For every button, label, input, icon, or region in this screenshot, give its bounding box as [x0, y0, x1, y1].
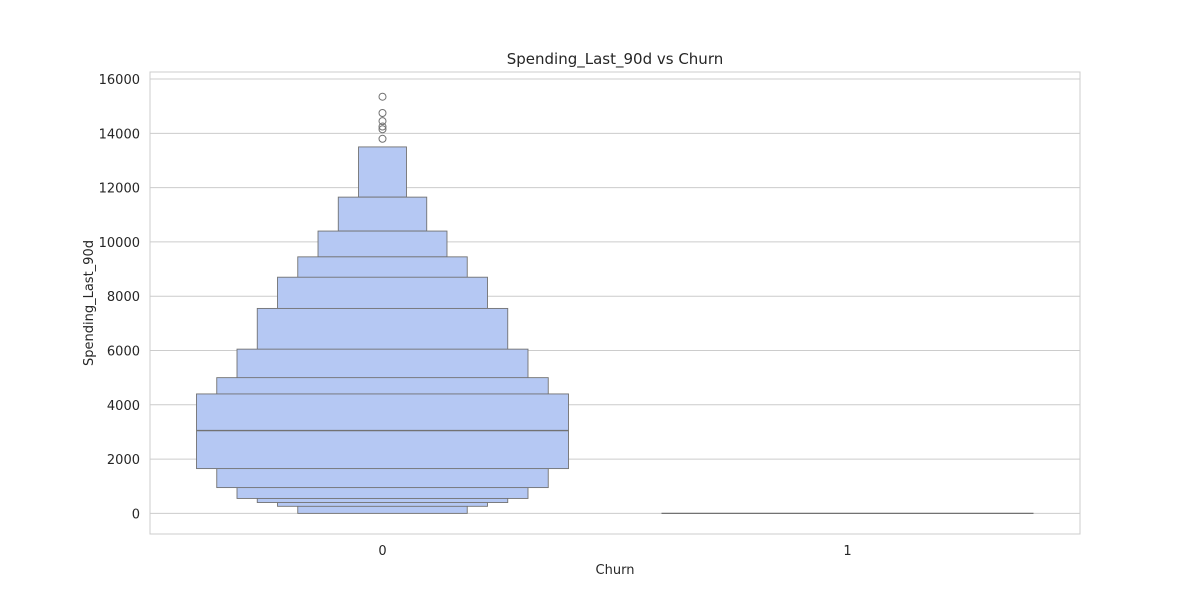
- outlier-point: [378, 122, 387, 131]
- outlier-point: [378, 108, 387, 117]
- x-tick-label: 1: [843, 544, 851, 559]
- y-tick-label: 8000: [107, 290, 140, 305]
- x-tick-label: 0: [378, 544, 386, 559]
- x-axis-label: Churn: [596, 563, 635, 578]
- y-tick-label: 0: [132, 507, 140, 522]
- boxen-box: [317, 230, 448, 258]
- y-tick-label: 16000: [99, 73, 140, 88]
- outlier-point: [378, 134, 387, 143]
- y-tick-label: 4000: [107, 399, 140, 414]
- plot-frame: [149, 71, 1081, 535]
- y-tick-label: 14000: [99, 127, 140, 142]
- marks-layer: [196, 92, 1034, 515]
- outlier-point: [378, 125, 387, 134]
- y-tick-labels: 0 2000 4000 6000 8000 10000 12000 14000 16000: [99, 73, 140, 522]
- boxen-box: [337, 196, 428, 232]
- y-axis-label: Spending_Last_90d: [82, 240, 97, 366]
- boxen-box: [358, 146, 407, 198]
- y-tick-label: 12000: [99, 182, 140, 197]
- y-tick-label: 10000: [99, 236, 140, 251]
- outlier-point: [378, 117, 387, 126]
- y-tick-label: 6000: [107, 345, 140, 360]
- chart-title: Spending_Last_90d vs Churn: [507, 50, 723, 69]
- outlier-point: [378, 92, 387, 101]
- boxen-group-0: [196, 92, 569, 514]
- boxen-box: [196, 393, 569, 470]
- y-tick-label: 2000: [107, 453, 140, 468]
